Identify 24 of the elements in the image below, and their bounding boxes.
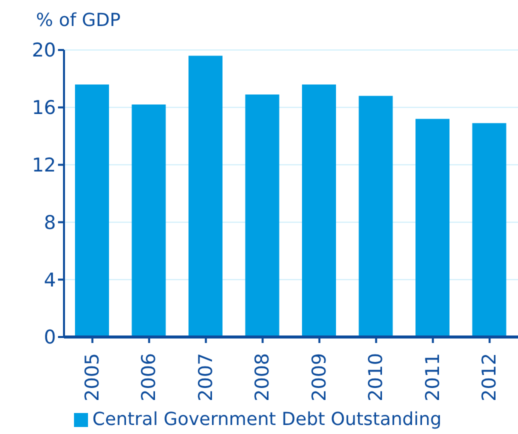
bar: [472, 123, 506, 337]
x-tick-label: 2012: [478, 353, 501, 402]
x-tick-label: 2008: [252, 353, 274, 402]
y-tick-label: 4: [44, 269, 56, 292]
bar: [358, 96, 393, 337]
y-tick-label: 0: [44, 326, 56, 349]
x-tick-label: 2010: [365, 353, 388, 402]
legend-label: Central Government Debt Outstanding: [92, 409, 442, 430]
bar: [75, 84, 109, 337]
bar: [188, 56, 222, 337]
bar: [245, 94, 280, 337]
bar: [132, 104, 166, 337]
x-tick-label: 2011: [422, 353, 444, 402]
x-tick-label: 2005: [81, 353, 104, 402]
bar: [302, 84, 336, 337]
y-axis-title: % of GDP: [36, 10, 121, 31]
y-tick-label: 12: [32, 154, 56, 177]
x-tick-label: 2006: [138, 353, 160, 402]
x-tick-label: 2007: [194, 353, 217, 402]
y-tick-label: 20: [32, 40, 56, 62]
bar: [416, 118, 450, 337]
y-tick-label: 8: [44, 212, 56, 234]
x-tick-label: 2009: [308, 353, 330, 402]
y-tick-label: 16: [32, 97, 56, 120]
